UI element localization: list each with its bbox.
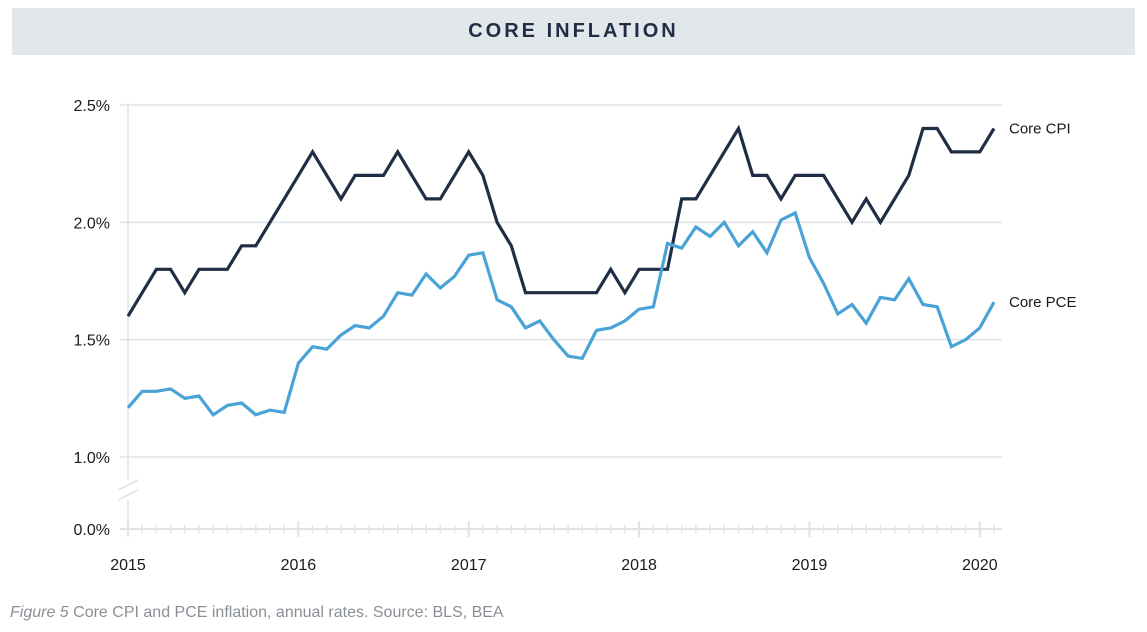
chart-title-bar: CORE INFLATION [12,8,1135,55]
core-pce-line [126,210,996,417]
y-tick-label: 1.0% [74,450,110,467]
caption-text: Core CPI and PCE inflation, annual rates… [68,604,504,621]
axis-break-mark [117,479,139,491]
chart-title: CORE INFLATION [468,20,679,42]
figure-caption: Figure 5 Core CPI and PCE inflation, ann… [10,604,504,622]
x-tick-label: 2017 [451,557,487,574]
grid-lines [120,104,1002,458]
series-lines [126,124,996,417]
y-tick-label: 0.0% [74,522,110,539]
y-tick-label: 2.0% [74,215,110,232]
x-tick-labels: 2015 2016 2017 2018 2019 2020 [110,557,997,574]
line-chart: 0.0%1.0%1.5%2.0%2.5% 2015 2016 2017 2018 201… [74,98,1077,574]
series-labels: Core CPI Core PCE [1009,120,1077,311]
y-tick-labels: 0.0% 1.0% 1.5% 2.0% 2.5% [74,98,110,539]
x-tick-label: 2020 [962,557,998,574]
x-tick-label: 2016 [281,557,317,574]
axis-break-mark [117,489,139,501]
y-tick-label: 2.5% [74,98,110,115]
figure-number: Figure 5 [10,604,69,621]
x-tick-label: 2015 [110,557,146,574]
axes [117,103,1002,537]
core-cpi-line [126,124,996,318]
core-cpi-label: Core CPI [1009,120,1071,137]
y-tick-label: 1.5% [74,333,110,350]
x-tick-label: 2019 [792,557,828,574]
x-tick-label: 2018 [621,557,657,574]
core-pce-label: Core PCE [1009,294,1077,311]
